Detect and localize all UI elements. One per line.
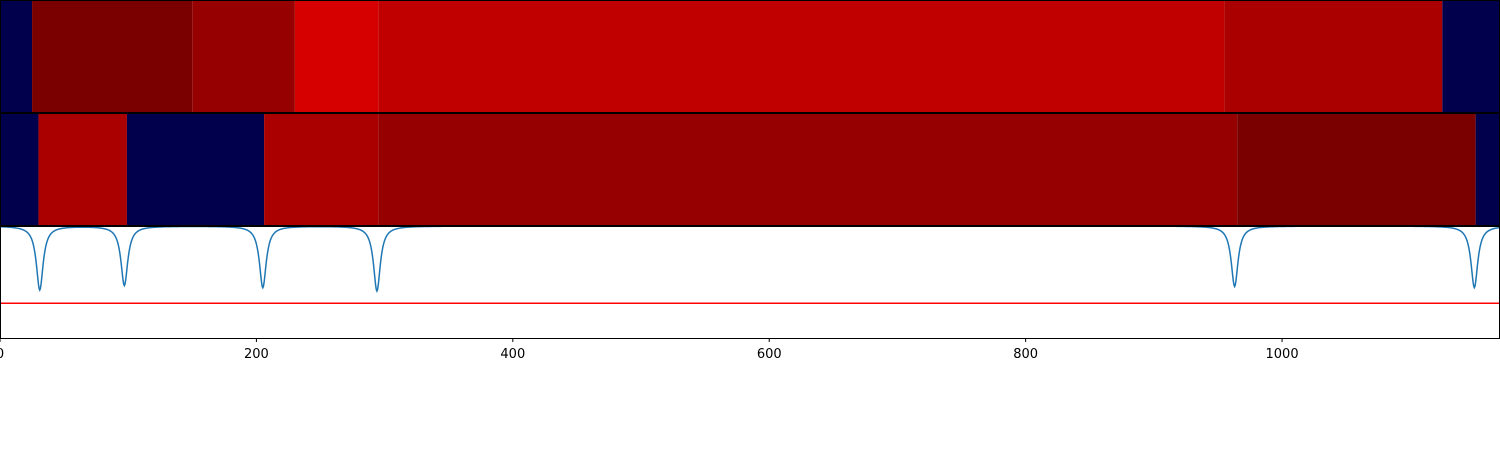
signal-line <box>0 226 1500 294</box>
heatmap-panel-top <box>0 0 1500 112</box>
heatmap-cell <box>294 0 379 112</box>
heatmap-cell <box>0 113 39 225</box>
heatmap-cell <box>264 113 379 225</box>
signal-panel-bottom <box>0 226 1500 305</box>
heatmap-panel-middle <box>0 113 1500 225</box>
heatmap-cell <box>192 0 295 112</box>
heatmap-cell <box>38 113 127 225</box>
heatmap-cell <box>32 0 193 112</box>
x-axis: 0 200 400 600 800 1000 <box>0 338 1299 362</box>
x-tick-label: 400 <box>500 347 525 362</box>
heatmap-cell <box>0 0 33 112</box>
x-tick-label: 200 <box>244 347 269 362</box>
heatmap-cell <box>378 0 1225 112</box>
x-tick-label: 0 <box>0 347 4 362</box>
x-tick-label: 1000 <box>1266 347 1299 362</box>
x-tick-label: 600 <box>757 347 782 362</box>
heatmap-cell <box>1237 113 1476 225</box>
panel-frame <box>0 226 1500 339</box>
heatmap-cell <box>1475 113 1500 225</box>
heatmap-cell <box>1224 0 1443 112</box>
heatmap-cell <box>1442 0 1500 112</box>
heatmap-cell <box>378 113 1238 225</box>
x-tick-label: 800 <box>1013 347 1038 362</box>
heatmap-cell <box>126 113 265 225</box>
